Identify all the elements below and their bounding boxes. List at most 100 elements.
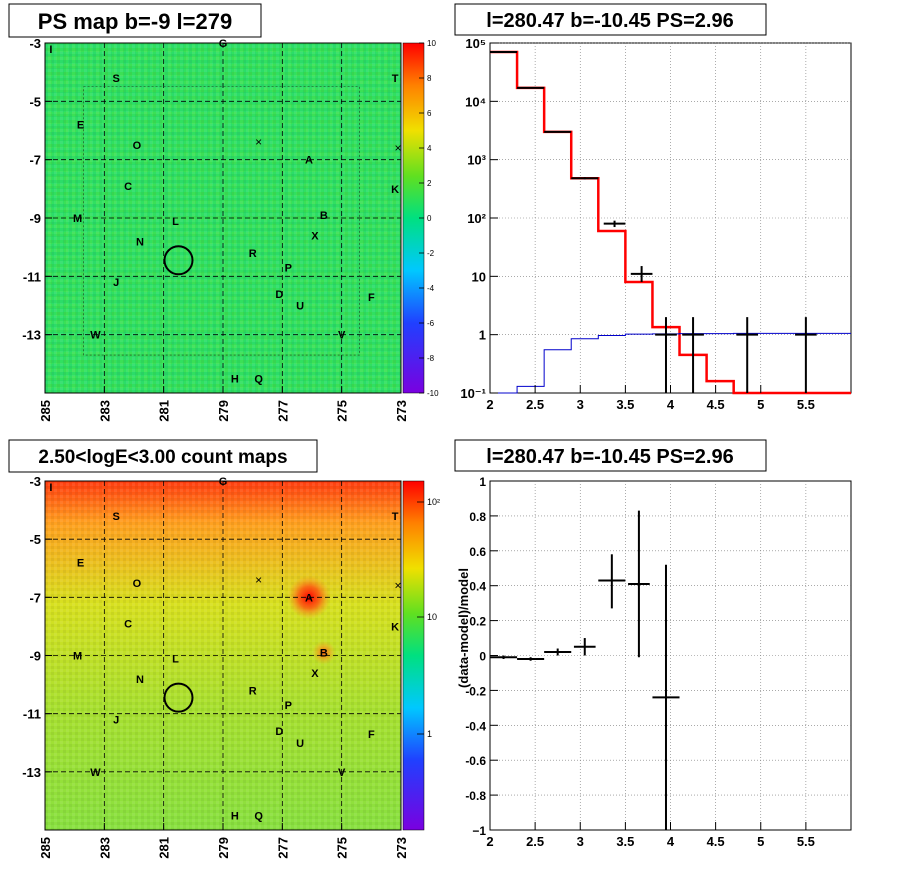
count-map-source-label: F xyxy=(368,729,375,741)
ps-map-cross-marker-icon: × xyxy=(255,135,262,149)
spectrum-y-tick-label: 10⁵ xyxy=(465,36,486,51)
count-map-y-tick-label: -3 xyxy=(29,474,41,489)
count-map-source-label: G xyxy=(219,476,228,488)
count-map-x-tick-label: 283 xyxy=(97,837,112,859)
ps-colorbar-tick-label: -8 xyxy=(427,354,435,363)
spectrum-x-tick-label: 4 xyxy=(667,397,675,412)
ps-map-source-label: J xyxy=(113,277,119,289)
count-map-source-label: I xyxy=(49,482,52,494)
residual-x-tick-label: 5.5 xyxy=(797,834,815,849)
ps-map-x-tick-label: 273 xyxy=(394,400,409,422)
residual-x-tick-label: 2.5 xyxy=(526,834,544,849)
count-map-y-tick-label: -11 xyxy=(23,707,41,722)
count-colorbar-tick-label: 1 xyxy=(427,729,432,739)
count-map-source-label: P xyxy=(285,700,292,712)
ps-map-x-tick-label: 283 xyxy=(97,400,112,422)
residual-y-tick-label: -0.4 xyxy=(465,719,486,733)
count-map-x-tick-label: 273 xyxy=(394,837,409,859)
residual-y-axis-label: (data-model)/model xyxy=(456,568,471,688)
spectrum-y-tick-label: 10² xyxy=(467,211,486,226)
ps-map-y-tick-label: -7 xyxy=(29,153,41,168)
spectrum-x-tick-label: 2.5 xyxy=(526,397,544,412)
count-map-y-tick-label: -9 xyxy=(29,649,41,664)
spectrum-y-tick-label: 10⁻¹ xyxy=(460,386,486,401)
ps-colorbar-tick-label: -10 xyxy=(427,389,439,398)
residual-x-tick-label: 4.5 xyxy=(707,834,725,849)
residual-y-tick-label: 0.8 xyxy=(469,510,486,524)
ps-map-source-label: L xyxy=(172,216,179,228)
ps-map-source-label: D xyxy=(275,289,283,301)
ps-map-source-label: O xyxy=(133,140,142,152)
count-map-source-label: M xyxy=(73,651,82,663)
ps-colorbar-tick-label: 10 xyxy=(427,39,436,48)
ps-colorbar-tick-label: -2 xyxy=(427,249,435,258)
count-map-source-label: N xyxy=(136,674,144,686)
ps-map-source-label: A xyxy=(305,155,313,167)
spectrum-y-tick-label: 1 xyxy=(479,328,486,343)
count-map-colorbar xyxy=(403,481,424,830)
count-map-x-tick-label: 279 xyxy=(216,837,231,859)
count-map-source-label: L xyxy=(172,653,179,665)
ps-map-source-label: X xyxy=(311,231,319,243)
count-map-x-tick-label: 281 xyxy=(157,837,172,859)
ps-map-source-label: N xyxy=(136,236,144,248)
residual-title: l=280.47 b=-10.45 PS=2.96 xyxy=(486,446,733,468)
ps-map-source-label: E xyxy=(77,120,84,132)
count-map-source-label: Q xyxy=(254,810,263,822)
ps-map-source-label: H xyxy=(231,373,239,385)
residual-x-tick-label: 4 xyxy=(667,834,675,849)
spectrum-x-tick-label: 3 xyxy=(577,397,584,412)
ps-colorbar-tick-label: 8 xyxy=(427,74,432,83)
residual-y-tick-label: 0 xyxy=(479,650,486,664)
ps-map-x-tick-label: 275 xyxy=(335,400,350,422)
residual-x-tick-label: 5 xyxy=(757,834,764,849)
count-map-source-label: B xyxy=(320,648,328,660)
spectrum-title: l=280.47 b=-10.45 PS=2.96 xyxy=(486,10,733,32)
ps-map-source-label: F xyxy=(368,292,375,304)
residual-y-tick-label: 1 xyxy=(479,475,486,489)
ps-colorbar-tick-label: 6 xyxy=(427,109,432,118)
count-map-source-label: U xyxy=(296,738,304,750)
ps-map-cross-marker-icon: × xyxy=(395,141,402,155)
spectrum-data-point xyxy=(544,131,571,132)
ps-map-source-label: P xyxy=(285,263,292,275)
ps-colorbar-tick-label: 2 xyxy=(427,179,432,188)
spectrum-x-tick-label: 5.5 xyxy=(797,397,815,412)
count-map-title: 2.50<logE<3.00 count maps xyxy=(38,447,287,468)
ps-map-y-tick-label: -3 xyxy=(29,36,41,51)
ps-map-source-label: B xyxy=(320,210,328,222)
count-map-source-label: C xyxy=(124,619,132,631)
residual-y-tick-label: −1 xyxy=(472,824,486,838)
ps-map-source-label: G xyxy=(219,38,228,50)
count-map-source-label: R xyxy=(249,685,257,697)
count-map-source-label: X xyxy=(311,668,319,680)
count-map-source-label: E xyxy=(77,557,84,569)
count-map-source-label: T xyxy=(392,511,399,523)
ps-map-source-label: I xyxy=(49,44,52,56)
count-map-y-tick-label: -5 xyxy=(29,532,41,547)
ps-map-source-label: M xyxy=(73,213,82,225)
ps-colorbar-tick-label: -4 xyxy=(427,284,435,293)
spectrum-x-tick-label: 4.5 xyxy=(707,397,725,412)
ps-map-source-label: R xyxy=(249,248,257,260)
ps-map-source-label: W xyxy=(90,330,101,342)
count-map-source-label: D xyxy=(275,726,283,738)
spectrum-y-tick-label: 10 xyxy=(472,269,486,284)
count-map-source-label: J xyxy=(113,714,119,726)
ps-map-source-label: U xyxy=(296,301,304,313)
ps-colorbar-tick-label: 4 xyxy=(427,144,432,153)
residual-y-tick-label: 0.6 xyxy=(469,545,486,559)
spectrum-y-tick-label: 10³ xyxy=(467,153,486,168)
ps-map-y-tick-label: -9 xyxy=(29,211,41,226)
count-map-y-tick-label: -7 xyxy=(29,590,41,605)
ps-map-source-label: S xyxy=(113,73,120,85)
count-map-source-label: O xyxy=(133,578,142,590)
spectrum-data-point xyxy=(517,88,544,89)
spectrum-data-point xyxy=(571,177,598,179)
ps-map-source-label: C xyxy=(124,181,132,193)
spectrum-x-tick-label: 5 xyxy=(757,397,764,412)
